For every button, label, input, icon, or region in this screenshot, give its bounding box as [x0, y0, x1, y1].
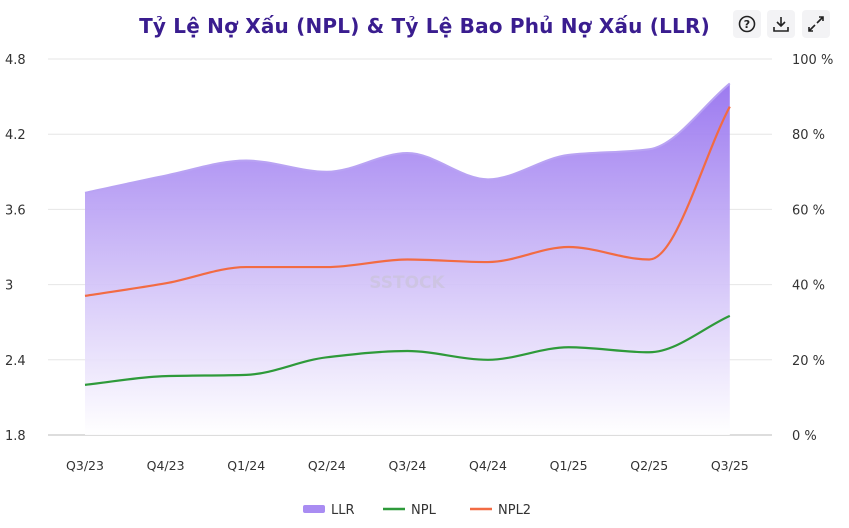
left-tick-label: 2.4 [5, 354, 26, 369]
x-tick-label: Q3/23 [66, 458, 104, 473]
legend-item-npl[interactable]: NPL [383, 503, 437, 518]
question-circle-icon: ? [738, 15, 756, 33]
expand-button[interactable] [802, 10, 830, 38]
watermark: SSTOCK [369, 273, 445, 293]
left-tick-label: 3.6 [5, 203, 26, 218]
legend-item-llr[interactable]: LLR [303, 503, 355, 518]
download-button[interactable] [767, 10, 795, 38]
left-tick-label: 4.2 [5, 128, 26, 143]
npl2-line [84, 106, 731, 297]
legend-label: NPL2 [498, 503, 531, 518]
right-tick-label: 40 % [792, 279, 825, 294]
npl-line [84, 314, 731, 386]
legend-item-npl2[interactable]: NPL2 [470, 503, 531, 518]
chart-title: Tỷ Lệ Nợ Xấu (NPL) & Tỷ Lệ Bao Phủ Nợ Xấ… [139, 14, 710, 38]
x-tick-label: Q1/24 [227, 458, 265, 473]
right-tick-label: 20 % [792, 354, 825, 369]
svg-text:?: ? [744, 18, 750, 31]
right-tick-label: 80 % [792, 128, 825, 143]
x-tick-label: Q3/24 [388, 458, 426, 473]
x-tick-label: Q3/25 [711, 458, 749, 473]
left-tick-label: 1.8 [5, 429, 26, 444]
x-tick-label: Q2/24 [308, 458, 346, 473]
legend-label: LLR [331, 503, 355, 518]
x-tick-label: Q2/25 [630, 458, 668, 473]
llr-line [84, 82, 731, 194]
right-tick-label: 0 % [792, 429, 817, 444]
x-tick-label: Q1/25 [550, 458, 588, 473]
help-button[interactable]: ? [733, 10, 761, 38]
x-tick-label: Q4/23 [147, 458, 185, 473]
legend-label: NPL [411, 503, 437, 518]
legend-swatch [303, 505, 325, 513]
left-tick-label: 3 [5, 279, 13, 294]
expand-icon [808, 16, 824, 32]
download-icon [773, 17, 789, 32]
x-tick-label: Q4/24 [469, 458, 507, 473]
right-tick-label: 60 % [792, 203, 825, 218]
right-tick-label: 100 % [792, 53, 833, 68]
left-tick-label: 4.8 [5, 53, 26, 68]
